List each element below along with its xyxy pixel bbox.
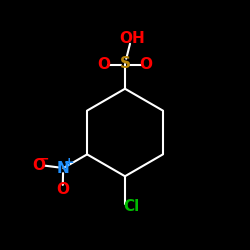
Text: +: +: [64, 156, 74, 169]
Text: N: N: [57, 161, 70, 176]
Text: −: −: [39, 152, 49, 166]
Text: OH: OH: [120, 31, 146, 46]
Text: Cl: Cl: [123, 199, 140, 214]
Text: O: O: [32, 158, 45, 172]
Text: O: O: [56, 182, 69, 197]
Text: S: S: [120, 56, 130, 71]
Text: O: O: [140, 57, 153, 72]
Text: O: O: [97, 57, 110, 72]
